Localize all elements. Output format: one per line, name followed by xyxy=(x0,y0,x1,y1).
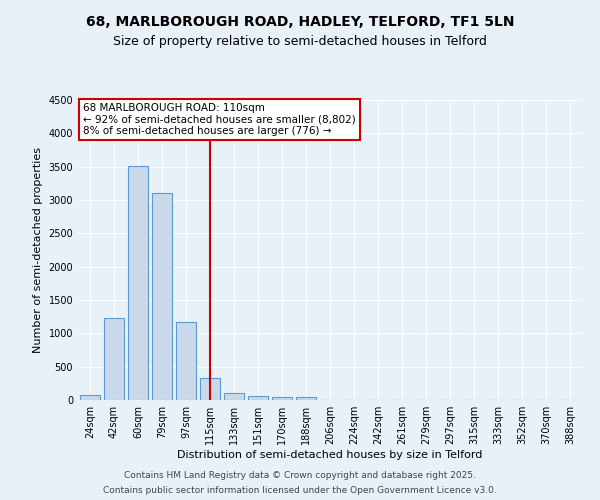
Text: Contains public sector information licensed under the Open Government Licence v3: Contains public sector information licen… xyxy=(103,486,497,495)
Y-axis label: Number of semi-detached properties: Number of semi-detached properties xyxy=(33,147,43,353)
Bar xyxy=(176,322,196,400)
Bar xyxy=(224,394,244,400)
Bar xyxy=(200,378,220,400)
Bar xyxy=(152,194,172,400)
Bar xyxy=(248,396,268,400)
Bar xyxy=(128,166,148,400)
X-axis label: Distribution of semi-detached houses by size in Telford: Distribution of semi-detached houses by … xyxy=(178,450,482,460)
Text: 68 MARLBOROUGH ROAD: 110sqm
← 92% of semi-detached houses are smaller (8,802)
8%: 68 MARLBOROUGH ROAD: 110sqm ← 92% of sem… xyxy=(83,103,356,136)
Text: 68, MARLBOROUGH ROAD, HADLEY, TELFORD, TF1 5LN: 68, MARLBOROUGH ROAD, HADLEY, TELFORD, T… xyxy=(86,15,514,29)
Bar xyxy=(80,395,100,400)
Bar xyxy=(272,396,292,400)
Bar xyxy=(296,396,316,400)
Text: Size of property relative to semi-detached houses in Telford: Size of property relative to semi-detach… xyxy=(113,35,487,48)
Text: Contains HM Land Registry data © Crown copyright and database right 2025.: Contains HM Land Registry data © Crown c… xyxy=(124,471,476,480)
Bar xyxy=(104,318,124,400)
